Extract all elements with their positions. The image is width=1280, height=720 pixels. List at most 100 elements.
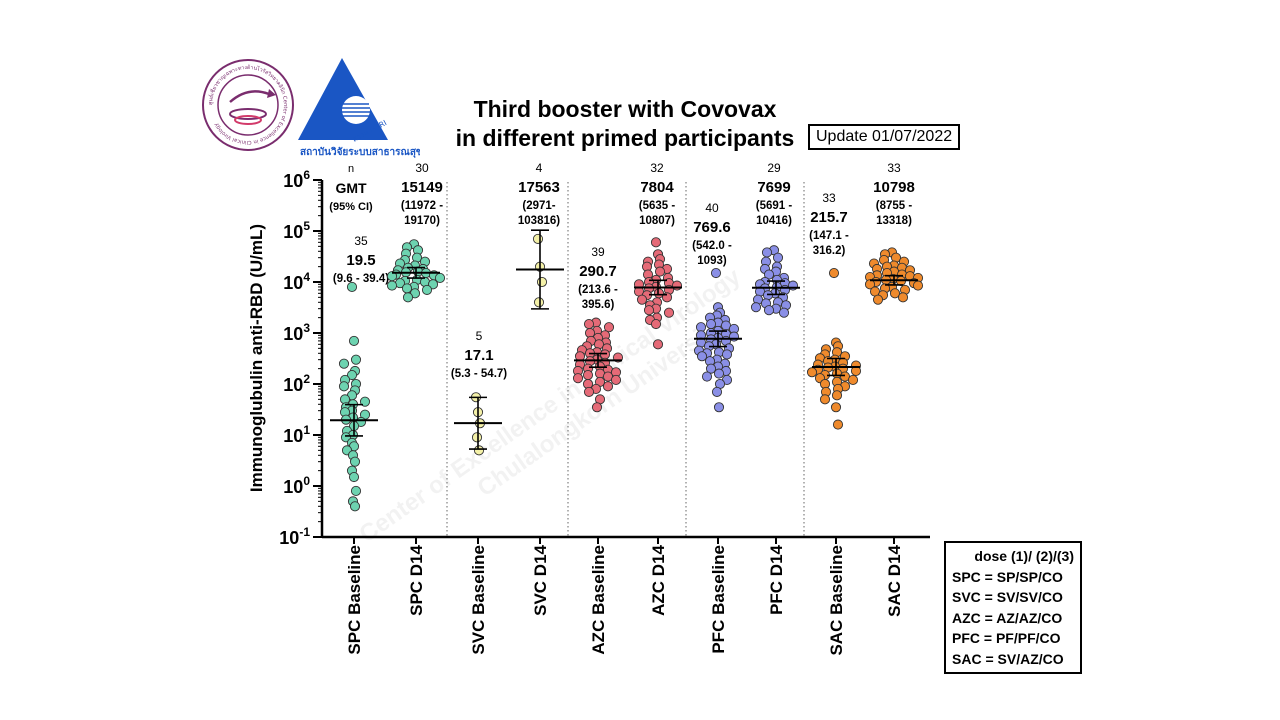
ci-label-spc-d14: (11972 - [401,200,443,212]
ci-label-svc-d14: 103816) [518,215,560,227]
gmt-label-azc-baseline: 290.7 [579,263,617,280]
ci-label-spc-baseline: (9.6 - 39.4) [333,273,389,285]
data-point-azc-baseline [599,349,611,360]
svg-text:สถาบันวิจัยระบบสาธารณสุข: สถาบันวิจัยระบบสาธารณสุข [300,146,420,158]
y-tick-label: 106 [283,168,310,191]
x-tick-label: SAC D14 [885,544,904,616]
data-point-azc-d14 [654,266,666,277]
n-label-spc-d14: 30 [415,161,429,175]
gmt-label-svc-d14: 17563 [518,179,560,196]
title-line-1: Third booster with Covovax [473,96,777,122]
data-point-svc-d14 [532,233,544,244]
legend-item-azc: AZC = AZ/AZ/CO [952,609,1063,626]
data-point-azc-baseline [582,369,594,381]
data-point-spc-baseline [348,471,360,483]
n-label-azc-baseline: 39 [591,245,605,259]
gmt-label-svc-baseline: 17.1 [464,347,493,364]
ci-label-sac-baseline: (147.1 - [809,230,849,242]
x-tick-label: AZC Baseline [589,545,608,655]
data-point-azc-d14 [643,305,655,316]
x-tick-label: PFC D14 [767,544,786,614]
gmt-label-pfc-baseline: 769.6 [693,219,731,236]
data-point-pfc-baseline [701,371,713,382]
n-label-pfc-baseline: 40 [705,201,719,215]
data-point-pfc-baseline [721,349,733,360]
data-point-pfc-d14 [763,305,775,316]
y-tick-label: 101 [283,423,310,446]
x-tick-label: SVC D14 [531,544,550,615]
data-point-svc-baseline [471,432,483,443]
data-point-svc-baseline [473,445,485,456]
ci-label-pfc-d14: 10416) [756,215,792,227]
x-tick-label: AZC D14 [649,544,668,615]
gmt-label-spc-d14: 15149 [401,179,443,196]
legend-item-pfc: PFC = PF/PF/CO [952,630,1061,646]
x-tick-label: SAC Baseline [827,545,846,656]
data-point-sac-baseline [806,367,818,378]
row-label-gmt: GMT [335,180,367,196]
legend: dose (1)/ (2)/(3) SPC = SP/SP/CO SVC = S… [944,541,1082,674]
data-point-sac-d14 [912,280,924,291]
ci-label-pfc-d14: (5691 - [756,200,793,212]
x-tick-label: PFC Baseline [709,545,728,654]
data-point-spc-baseline [346,369,358,381]
data-point-svc-d14 [533,297,545,308]
data-point-pfc-baseline [705,318,717,330]
data-point-azc-baseline [591,402,603,413]
data-point-spc-baseline [349,456,361,467]
data-point-pfc-baseline [696,351,708,362]
legend-item-svc: SVC = SV/SV/CO [952,589,1063,605]
y-tick-label: 103 [283,321,310,344]
data-point-pfc-baseline [705,363,717,374]
data-point-sac-baseline [828,267,840,279]
data-point-azc-baseline [603,322,615,333]
data-point-pfc-baseline [713,368,725,379]
data-point-pfc-d14 [772,252,784,263]
x-tick-label: SPC D14 [407,544,426,615]
ci-label-pfc-baseline: 1093) [697,255,727,267]
n-label-sac-d14: 33 [887,161,901,175]
ci-label-azc-d14: 10807) [639,215,675,227]
data-point-spc-d14 [401,283,413,294]
data-point-sac-d14 [897,292,909,303]
data-point-sac-baseline [831,390,843,401]
n-label-pfc-d14: 29 [767,161,781,175]
data-point-azc-baseline [583,318,595,330]
data-point-spc-baseline [338,358,350,369]
y-axis-label: Immunoglubulin anti-RBD (U/mL) [247,224,266,492]
data-point-azc-baseline [572,373,584,384]
ci-label-azc-baseline: (213.6 - [578,284,618,296]
data-point-azc-baseline [583,386,595,397]
n-label-svc-d14: 4 [536,161,543,175]
data-point-spc-d14 [402,292,414,303]
gmt-label-sac-d14: 10798 [873,179,915,196]
data-point-spc-baseline [349,501,361,512]
clinical-virology-logo: ศูนย์เชี่ยวชาญเฉพาะทางด้านไวรัสวิทยาคลิน… [202,59,294,151]
data-point-sac-d14 [889,288,901,299]
ci-label-sac-d14: (8755 - [876,200,913,212]
ci-label-pfc-baseline: (542.0 - [692,240,732,252]
gmt-label-spc-baseline: 19.5 [346,252,375,269]
legend-title: dose (1)/ (2)/(3) [974,548,1074,564]
row-label-ci: (95% CI) [329,201,373,213]
y-tick-label: 104 [283,270,310,293]
n-label-spc-baseline: 35 [354,234,368,248]
ci-label-sac-d14: 13318) [876,215,912,227]
data-point-sac-baseline [847,374,859,386]
ci-label-svc-d14: (2971- [522,200,555,212]
ci-label-svc-baseline: (5.3 - 54.7) [451,368,507,380]
data-point-svc-d14 [536,276,548,288]
data-point-pfc-baseline [711,386,723,397]
data-point-azc-d14 [652,339,664,350]
y-tick-label: 10-1 [279,525,310,548]
data-point-sac-baseline [819,394,831,405]
y-tick-label: 105 [283,219,310,242]
data-point-spc-d14 [421,284,433,295]
y-tick-label: 100 [283,474,310,497]
n-label-svc-baseline: 5 [476,329,483,343]
ci-label-spc-d14: 19170) [404,215,440,227]
data-point-pfc-baseline [710,267,722,279]
ci-label-sac-baseline: 316.2) [813,245,846,257]
data-point-sac-baseline [830,402,842,413]
data-point-spc-baseline [350,354,362,365]
